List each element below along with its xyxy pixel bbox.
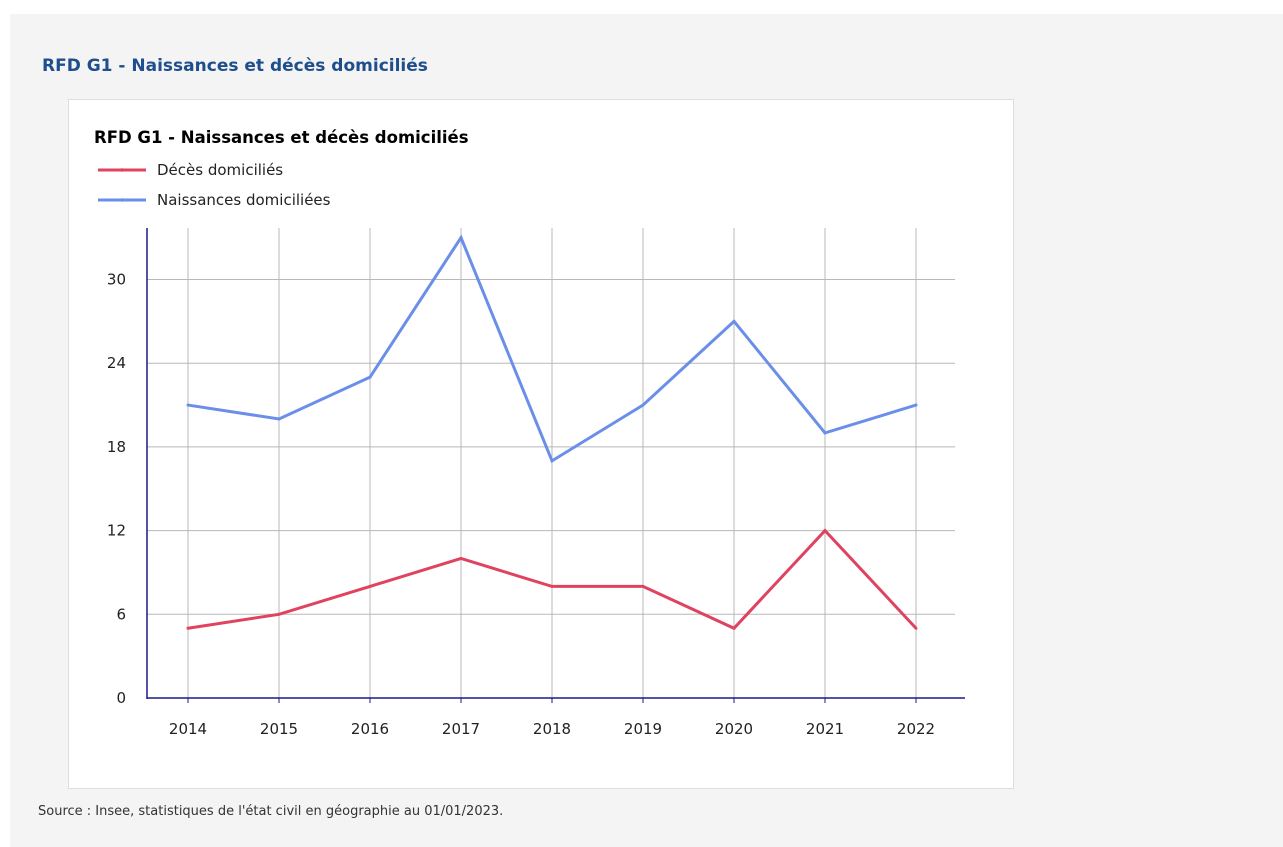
data-point-1-2016 (368, 375, 372, 379)
x-tick-label-2014: 2014 (169, 720, 207, 738)
data-point-0-2016 (368, 584, 372, 588)
y-tick-label-12: 12 (107, 522, 126, 540)
data-point-0-2018 (550, 584, 554, 588)
data-point-0-2017 (459, 557, 463, 560)
data-point-1-2019 (641, 403, 645, 407)
data-point-1-2014 (186, 403, 190, 407)
data-point-1-2022 (914, 403, 918, 407)
data-point-0-2015 (277, 612, 281, 616)
x-tick-label-2021: 2021 (806, 720, 844, 738)
x-tick-label-2019: 2019 (624, 720, 662, 738)
legend-label-0: Décès domiciliés (157, 161, 283, 179)
chart-legend: Décès domiciliés Naissances domiciliées (98, 161, 331, 209)
data-point-1-2018 (550, 459, 554, 463)
x-tick-label-2018: 2018 (533, 720, 571, 738)
source-note: Source : Insee, statistiques de l'état c… (38, 804, 504, 819)
y-tick-label-0: 0 (116, 689, 126, 707)
chart-series (186, 234, 918, 631)
x-tick-label-2020: 2020 (715, 720, 753, 738)
section-title: RFD G1 - Naissances et décès domiciliés (42, 56, 428, 76)
x-tick-label-2022: 2022 (897, 720, 935, 738)
x-tick-label-2016: 2016 (351, 720, 389, 738)
x-tick-label-2015: 2015 (260, 720, 298, 738)
x-tick-label-2017: 2017 (442, 720, 480, 738)
chart-axes (146, 228, 965, 703)
data-point-0-2022 (914, 626, 918, 630)
legend-label-1: Naissances domiciliées (157, 191, 331, 209)
data-point-1-2021 (823, 431, 827, 435)
data-point-1-2017 (459, 236, 463, 240)
y-tick-label-24: 24 (107, 354, 126, 372)
data-point-0-2021 (823, 529, 827, 533)
y-tick-label-30: 30 (107, 271, 126, 289)
y-tick-label-18: 18 (107, 438, 126, 456)
chart-card: RFD G1 - Naissances et décès domiciliés … (68, 99, 1014, 789)
legend-marker-1 (120, 198, 124, 202)
legend-marker-0 (120, 168, 124, 172)
data-point-1-2020 (732, 319, 736, 323)
data-point-0-2020 (732, 626, 736, 630)
data-point-1-2015 (277, 417, 281, 421)
y-tick-label-6: 6 (116, 605, 126, 623)
chart-grid (147, 228, 955, 698)
line-chart: RFD G1 - Naissances et décès domiciliés … (94, 128, 965, 739)
data-point-0-2014 (186, 626, 190, 630)
chart-title: RFD G1 - Naissances et décès domiciliés (94, 128, 469, 147)
data-point-0-2019 (641, 584, 645, 588)
chart-tick-labels: 0 6 12 18 24 30 2014 2015 2016 2017 2018 2019 2020 20… (107, 271, 935, 739)
